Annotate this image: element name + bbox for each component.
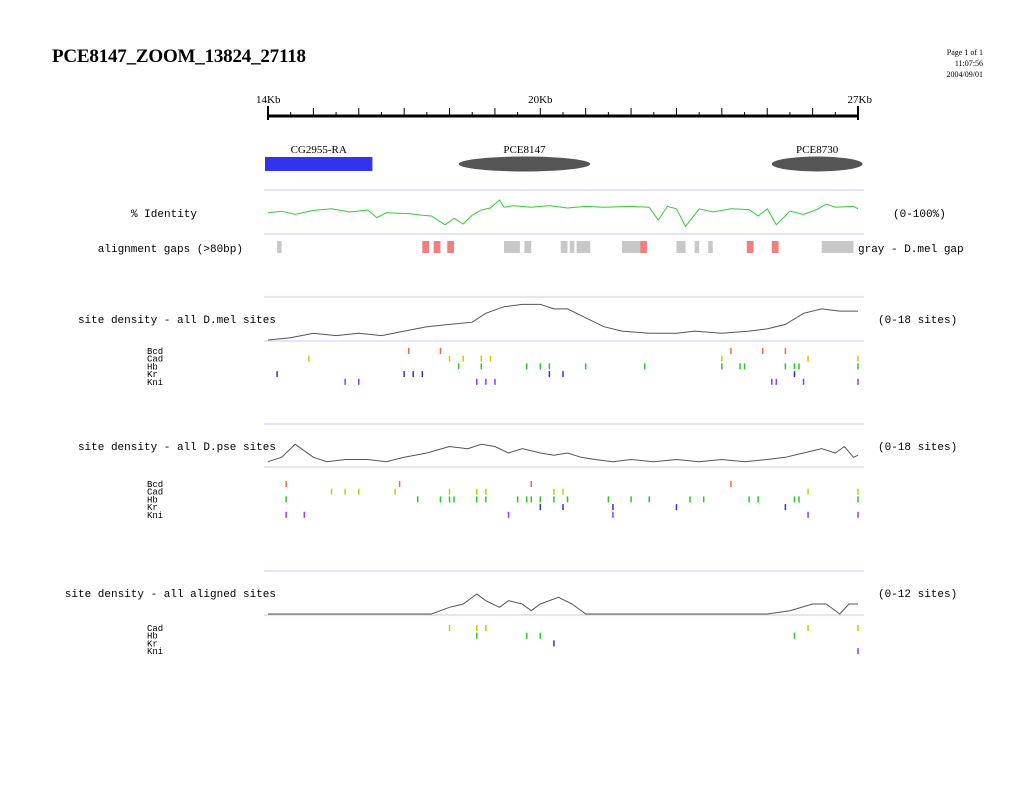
gap-block [422, 241, 430, 253]
feature-label: PCE8147 [503, 144, 546, 156]
density-line [267, 443, 859, 463]
identity-range: (0-100%) [893, 209, 946, 221]
gap-block [277, 241, 282, 253]
factor-label: Kni [147, 511, 163, 521]
ruler-label: 20Kb [528, 94, 553, 106]
gap-block [560, 241, 568, 253]
gap-block [640, 241, 647, 253]
gap-block [504, 241, 520, 253]
page-title: PCE8147_ZOOM_13824_27118 [52, 46, 306, 67]
gap-block [524, 241, 532, 253]
factor-label: Kni [147, 647, 163, 657]
gap-block [771, 241, 779, 253]
page-info: Page 1 of 1 11:07:56 2004/09/01 [947, 47, 983, 80]
identity-line [267, 199, 859, 228]
factor-label: Kr [147, 503, 158, 513]
gaps-legend: gray - D.mel gap [858, 244, 964, 256]
factor-label: Kr [147, 370, 158, 380]
factor-label: Hb [147, 632, 158, 642]
gap-block [708, 241, 713, 253]
gap-block [447, 241, 455, 253]
print-date: 2004/09/01 [946, 70, 983, 79]
identity-label: % Identity [131, 209, 197, 221]
density-line [267, 303, 858, 341]
element-feature [458, 156, 591, 172]
density-line [268, 593, 858, 615]
gap-block [821, 241, 854, 253]
factor-label: Kr [147, 639, 158, 649]
feature-label: PCE8730 [796, 144, 839, 156]
gap-block [746, 241, 754, 253]
gap-block [676, 241, 686, 253]
print-time: 11:07:56 [954, 59, 983, 68]
factor-label: Kni [147, 378, 163, 388]
density-range: (0-18 sites) [878, 442, 957, 454]
density-range: (0-12 sites) [878, 589, 957, 601]
gap-block [576, 241, 591, 253]
gap-block [433, 241, 441, 253]
gap-block [622, 241, 641, 253]
ruler-label: 27Kb [848, 94, 873, 106]
feature-label: CG2955-RA [291, 144, 347, 156]
density-label: site density - all D.pse sites [78, 442, 276, 454]
density-label: site density - all aligned sites [65, 589, 276, 601]
gap-block [694, 241, 700, 253]
density-range: (0-18 sites) [878, 315, 957, 327]
factor-label: Cad [147, 488, 163, 498]
factor-label: Bcd [147, 347, 163, 357]
gap-block [569, 241, 575, 253]
gaps-label: alignment gaps (>80bp) [98, 244, 243, 256]
factor-label: Hb [147, 362, 158, 372]
factor-label: Cad [147, 355, 163, 365]
density-label: site density - all D.mel sites [78, 315, 276, 327]
ruler-label: 14Kb [256, 94, 281, 106]
element-feature [771, 156, 863, 172]
factor-label: Bcd [147, 480, 163, 490]
factor-label: Cad [147, 624, 163, 634]
page-number: Page 1 of 1 [946, 48, 983, 57]
factor-label: Hb [147, 495, 158, 505]
gene-feature [265, 157, 373, 171]
